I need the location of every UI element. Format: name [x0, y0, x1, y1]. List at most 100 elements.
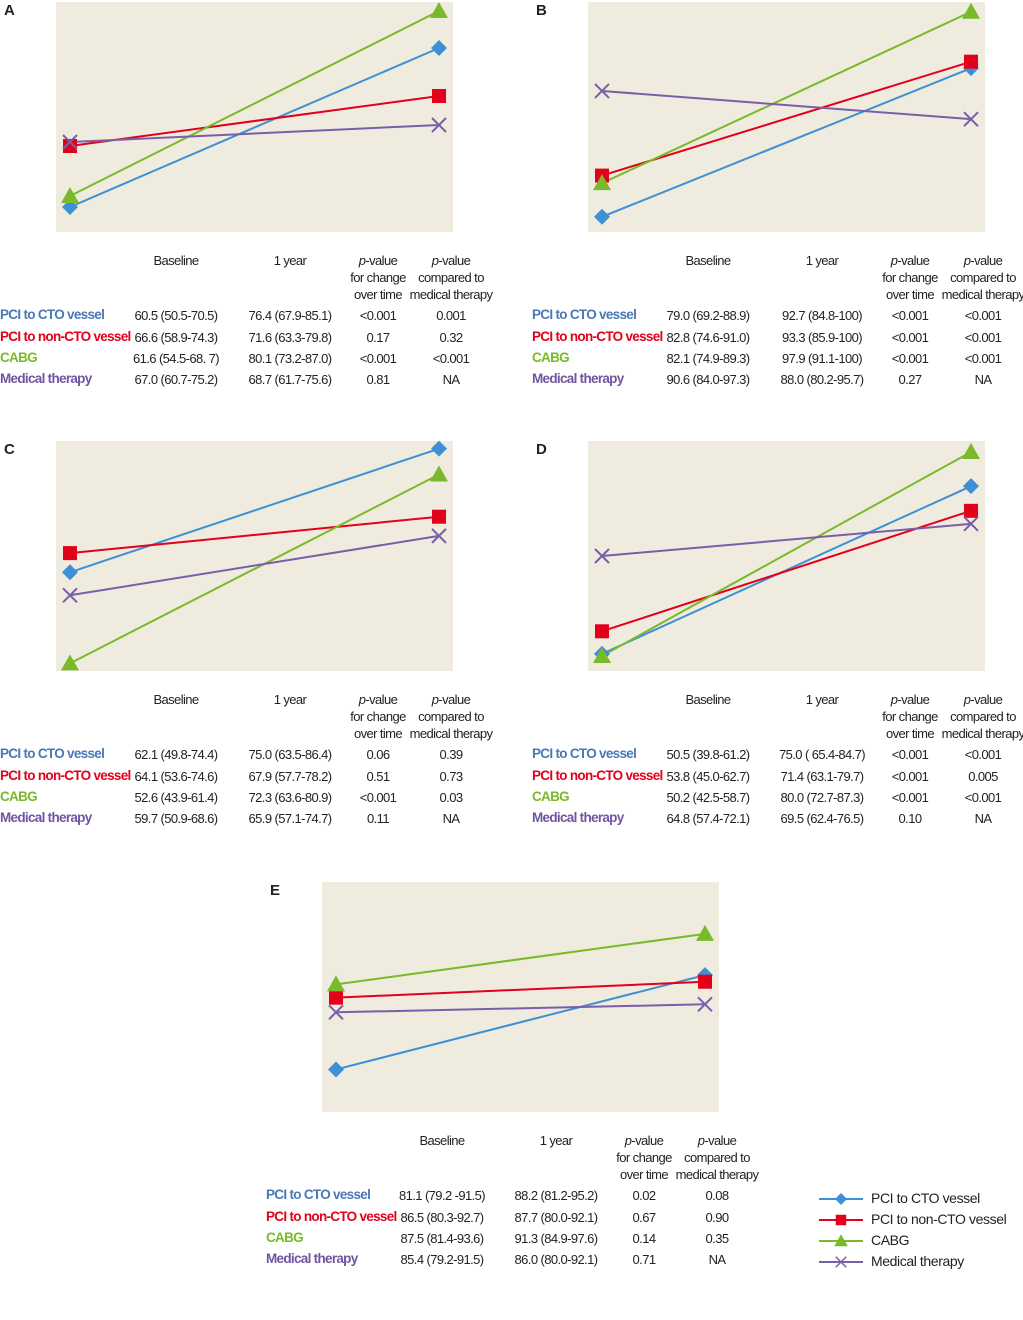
header-line: for change	[616, 1150, 672, 1165]
data-point-1-year	[963, 516, 979, 532]
data-point-baseline	[595, 624, 609, 639]
header-line: for change	[882, 709, 938, 724]
series-line	[601, 89, 972, 121]
header-p-medical: p-value compared to medical therapy	[942, 691, 1023, 742]
cell-p-change: <0.001	[891, 769, 929, 784]
row-label: CABG	[0, 350, 38, 365]
cell-p-change: <0.001	[891, 790, 929, 805]
p-value-text: -value	[365, 692, 398, 707]
data-point-1-year	[432, 89, 446, 103]
data-point-1-year	[963, 478, 979, 495]
cell-baseline: 81.1 (79.2 -91.5)	[399, 1188, 486, 1203]
row-label: PCI to non-CTO vessel	[532, 768, 663, 783]
data-point-1-year	[432, 509, 446, 524]
cell-baseline: 60.5 (50.5-70.5)	[134, 308, 219, 323]
series-line	[69, 473, 440, 665]
cell-one-year: 72.3 (63.6-80.9)	[248, 790, 333, 805]
cell-p-med: 0.73	[439, 769, 464, 784]
cell-one-year: 92.7 (84.8-100)	[782, 308, 863, 323]
header-baseline: Baseline	[685, 253, 731, 268]
panel-a: A Baseline 1 year p-value for change over tim…	[0, 0, 530, 440]
cell-p-change: 0.81	[366, 372, 391, 387]
header-line: medical therapy	[409, 726, 493, 741]
cell-one-year: 76.4 (67.9-85.1)	[248, 308, 333, 323]
header-p-change: p-value for change over time	[882, 691, 938, 742]
p-value-text: -value	[970, 253, 1003, 268]
header-line: over time	[885, 726, 935, 741]
p-italic: p	[890, 692, 898, 707]
header-line: over time	[353, 287, 403, 302]
data-point-baseline	[594, 208, 610, 225]
p-italic: p	[697, 1133, 705, 1148]
data-point-baseline	[328, 1004, 344, 1020]
row-label: PCI to CTO vessel	[532, 307, 637, 322]
cell-one-year: 93.3 (85.9-100)	[782, 330, 863, 345]
cell-baseline: 79.0 (69.2-88.9)	[666, 308, 751, 323]
series-line	[335, 1003, 706, 1014]
p-value-text: -value	[970, 692, 1003, 707]
header-p-change: p-value for change over time	[350, 252, 406, 303]
header-line: compared to	[950, 270, 1016, 285]
cell-one-year: 69.5 (62.4-76.5)	[780, 811, 865, 826]
p-value-text: -value	[438, 692, 471, 707]
cell-baseline: 90.6 (84.0-97.3)	[666, 372, 751, 387]
panel-c: C Baseline 1 year p-value for change over tim…	[0, 439, 530, 879]
p-value-text: -value	[631, 1133, 664, 1148]
p-value-text: -value	[704, 1133, 737, 1148]
header-line: medical therapy	[941, 287, 1023, 302]
header-p-change: p-value for change over time	[882, 252, 938, 303]
cell-p-change: 0.67	[632, 1210, 657, 1225]
row-label: Medical therapy	[532, 371, 624, 386]
series-line	[335, 932, 706, 986]
row-label: CABG	[532, 350, 570, 365]
cell-one-year: 71.6 (63.3-79.8)	[248, 330, 333, 345]
header-p-medical: p-value compared to medical therapy	[942, 252, 1023, 303]
row-label: PCI to non-CTO vessel	[532, 329, 663, 344]
row-label: Medical therapy	[0, 810, 92, 825]
series-line	[601, 451, 972, 657]
series-line	[601, 67, 972, 218]
cell-p-med: 0.001	[436, 308, 466, 323]
series-line	[69, 124, 440, 143]
header-p-change: p-value for change over time	[350, 691, 406, 742]
cell-p-change: <0.001	[359, 790, 397, 805]
row-label: CABG	[0, 789, 38, 804]
cell-one-year: 67.9 (57.7-78.2)	[248, 769, 333, 784]
data-point-baseline	[62, 564, 78, 581]
cell-one-year: 88.0 (80.2-95.7)	[780, 372, 865, 387]
cell-one-year: 97.9 (91.1-100)	[782, 351, 863, 366]
cell-baseline: 86.5 (80.3-92.7)	[400, 1210, 485, 1225]
data-point-baseline	[61, 187, 79, 203]
cell-p-med: <0.001	[964, 351, 1002, 366]
row-label: Medical therapy	[0, 371, 92, 386]
legend-marker-square-icon	[835, 1214, 847, 1226]
plot-area	[56, 2, 453, 232]
cell-one-year: 80.0 (72.7-87.3)	[780, 790, 865, 805]
p-italic: p	[963, 253, 971, 268]
data-point-baseline	[593, 174, 611, 191]
header-p-medical: p-value compared to medical therapy	[676, 1132, 759, 1183]
header-line: over time	[353, 726, 403, 741]
data-point-baseline	[61, 654, 79, 671]
panel-label: C	[4, 441, 15, 458]
panel-label: D	[536, 441, 547, 458]
cell-p-change: <0.001	[359, 308, 397, 323]
panel-label: B	[536, 2, 547, 19]
panel-b: B Baseline 1 year p-value for change over tim…	[532, 0, 1023, 440]
panel-label: A	[4, 2, 15, 19]
cell-p-change: 0.14	[632, 1231, 657, 1246]
cell-p-change: <0.001	[891, 308, 929, 323]
cell-p-med: <0.001	[432, 351, 470, 366]
cell-p-med: NA	[442, 811, 460, 826]
cell-one-year: 75.0 (63.5-86.4)	[248, 747, 333, 762]
legend-marker-diamond-icon	[835, 1193, 847, 1205]
p-italic: p	[624, 1133, 632, 1148]
cell-one-year: 91.3 (84.9-97.6)	[514, 1231, 599, 1246]
header-line: for change	[350, 709, 406, 724]
series-line	[601, 60, 972, 177]
cell-one-year: 88.2 (81.2-95.2)	[514, 1188, 599, 1203]
cell-baseline: 50.5 (39.8-61.2)	[666, 747, 751, 762]
series-line	[601, 522, 972, 557]
legend-label: Medical therapy	[871, 1253, 964, 1269]
cell-p-change: 0.06	[366, 747, 391, 762]
